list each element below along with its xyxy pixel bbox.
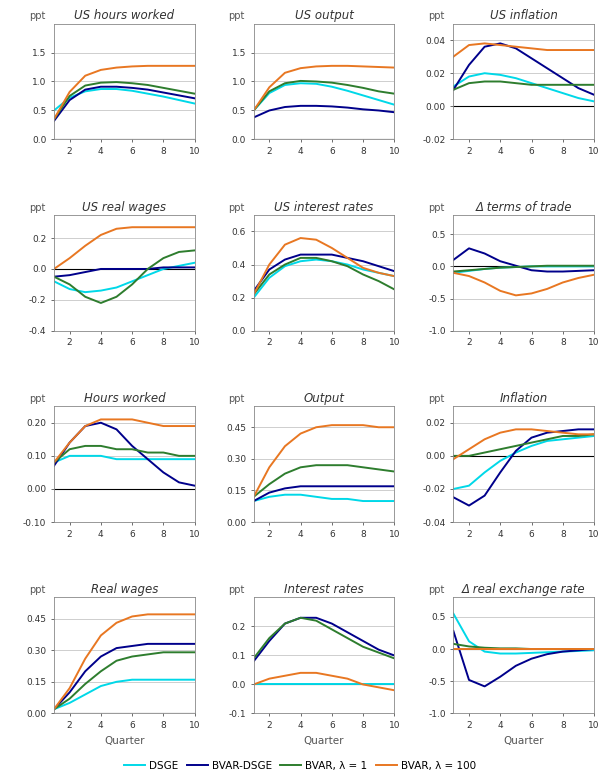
Text: ppt: ppt xyxy=(29,394,45,404)
Text: ppt: ppt xyxy=(29,585,45,595)
Title: Hours worked: Hours worked xyxy=(83,392,165,405)
Title: Interest rates: Interest rates xyxy=(284,583,364,597)
Title: Δ terms of trade: Δ terms of trade xyxy=(475,201,572,214)
Text: ppt: ppt xyxy=(428,202,445,212)
Text: ppt: ppt xyxy=(428,394,445,404)
Title: Real wages: Real wages xyxy=(91,583,158,597)
X-axis label: Quarter: Quarter xyxy=(104,735,145,746)
Text: ppt: ppt xyxy=(229,11,245,21)
X-axis label: Quarter: Quarter xyxy=(503,735,544,746)
Title: US hours worked: US hours worked xyxy=(74,9,175,23)
Legend: DSGE, BVAR-DSGE, BVAR, λ = 1, BVAR, λ = 100: DSGE, BVAR-DSGE, BVAR, λ = 1, BVAR, λ = … xyxy=(120,757,480,775)
Text: ppt: ppt xyxy=(29,11,45,21)
Title: US real wages: US real wages xyxy=(82,201,166,214)
Title: Inflation: Inflation xyxy=(500,392,548,405)
X-axis label: Quarter: Quarter xyxy=(304,735,344,746)
Text: ppt: ppt xyxy=(428,585,445,595)
Text: ppt: ppt xyxy=(229,394,245,404)
Title: US inflation: US inflation xyxy=(490,9,557,23)
Title: US output: US output xyxy=(295,9,353,23)
Title: Δ real exchange rate: Δ real exchange rate xyxy=(462,583,586,597)
Text: ppt: ppt xyxy=(229,202,245,212)
Text: ppt: ppt xyxy=(229,585,245,595)
Text: ppt: ppt xyxy=(428,11,445,21)
Text: ppt: ppt xyxy=(29,202,45,212)
Title: Output: Output xyxy=(304,392,344,405)
Title: US interest rates: US interest rates xyxy=(274,201,374,214)
